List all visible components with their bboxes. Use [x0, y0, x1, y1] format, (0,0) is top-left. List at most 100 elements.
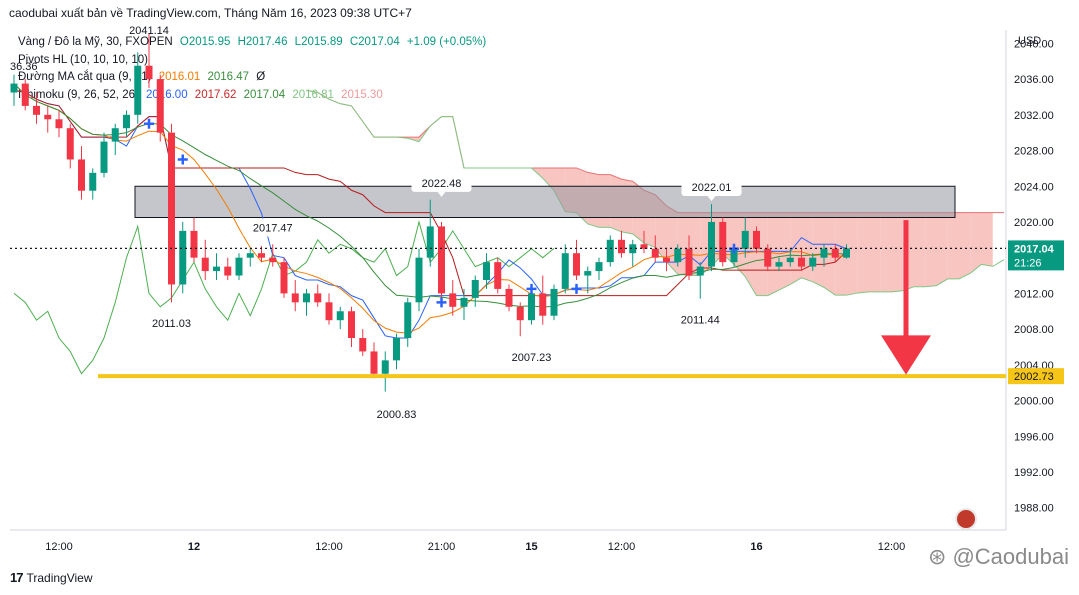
pivot-low-box	[501, 347, 562, 366]
low-value: L2015.89	[294, 36, 343, 48]
us-flag-icon	[955, 508, 977, 530]
candle-body	[573, 253, 580, 276]
ichimoku-cloud-segment	[936, 212, 948, 286]
y-tick-label: 2000.00	[1014, 396, 1054, 408]
candle-body	[325, 302, 333, 321]
currency-label: USD	[1018, 35, 1041, 47]
candle-body	[246, 253, 254, 258]
ma-9-line	[13, 83, 847, 334]
candle-body	[584, 271, 592, 276]
y-tick-label: 2020.00	[1014, 217, 1054, 229]
ichimoku-cloud-segment	[880, 212, 892, 292]
y-tick-label: 2024.00	[1014, 181, 1054, 193]
legend-symbol-row[interactable]: Vàng / Đô la Mỹ, 30, FXOPEN O2015.95 H20…	[18, 34, 486, 52]
countdown-label: 21:26	[1014, 257, 1042, 269]
partial-pivot-label: 36.36	[10, 61, 38, 73]
candle-body	[55, 119, 63, 129]
candle-body	[89, 172, 97, 191]
candle-body	[595, 262, 603, 272]
legend-ichimoku-row[interactable]: Ichimoku (9, 26, 52, 26) 2016.00 2017.62…	[18, 87, 486, 105]
candle-body	[44, 114, 52, 120]
ma-cross-marker	[436, 297, 447, 308]
candle-body	[258, 253, 265, 258]
current-price-label: 2017.04	[1014, 243, 1055, 255]
candle-body	[764, 248, 772, 267]
candle-body	[741, 230, 749, 249]
high-value: H2017.46	[237, 36, 288, 48]
ichimoku-cloud-segment	[981, 212, 993, 267]
ichimoku-cloud-segment	[767, 212, 779, 296]
candle-body	[291, 293, 299, 303]
ichimoku-cloud-segment	[812, 212, 824, 288]
candle-body	[775, 262, 783, 267]
pivot-high-box	[242, 218, 303, 237]
candle-body	[404, 302, 412, 339]
ichimoku-value-3: 2017.04	[243, 88, 286, 101]
candle-body	[145, 65, 153, 80]
pivot-high-label: 2022.01	[692, 182, 732, 194]
symbol-label: Vàng / Đô la Mỹ, 30, FXOPEN	[18, 36, 173, 48]
candle-body	[843, 248, 850, 258]
candle-body	[381, 360, 389, 374]
candle-body	[471, 280, 479, 298]
candle-body	[516, 306, 524, 321]
ma-cross-marker	[571, 283, 582, 294]
tv-logo-icon: 17	[10, 570, 24, 585]
candle-body	[438, 226, 445, 294]
legend-pivots-row[interactable]: Pivots HL (10, 10, 10, 10)	[18, 52, 486, 70]
candle-body	[640, 244, 648, 249]
y-tick-label: 1988.00	[1014, 503, 1054, 515]
weibo-icon: ⊛	[928, 544, 947, 569]
candle-body	[663, 257, 670, 263]
support-price-tag	[1008, 368, 1064, 385]
legend-ma-row[interactable]: Đường MA cắt qua (9, 21) 2016.01 2016.47…	[18, 69, 486, 87]
candle-body	[134, 65, 142, 115]
down-arrow-head	[881, 335, 931, 375]
close-value: C2017.04	[349, 36, 400, 48]
open-value: O2015.95	[179, 36, 231, 48]
candle-body	[460, 297, 468, 307]
ichimoku-cloud-segment	[970, 212, 982, 274]
candle-body	[303, 293, 310, 303]
candle-body	[528, 293, 535, 321]
pivot-high-label: 2017.47	[253, 223, 293, 235]
candle-body	[753, 230, 760, 249]
x-tick-label: 16	[750, 541, 762, 553]
pivot-high-box	[411, 173, 472, 192]
pivot-high-pointer	[268, 236, 277, 242]
candle-body	[21, 83, 29, 106]
tradingview-logo[interactable]: 17 TradingView	[10, 570, 93, 585]
candle-body	[111, 128, 119, 142]
candle-body	[685, 248, 693, 276]
ma-cross-marker	[526, 283, 537, 294]
y-tick-label: 2040.00	[1014, 38, 1054, 50]
ichimoku-value-4: 2016.81	[292, 88, 334, 101]
candle-body	[280, 262, 288, 294]
resistance-zone	[134, 185, 956, 218]
ichimoku-label: Ichimoku (9, 26, 52, 26)	[18, 88, 139, 101]
candle-body	[415, 257, 423, 303]
candle-body	[78, 159, 85, 191]
pivot-high-box	[681, 178, 742, 197]
watermark: ⊛ @Caodubai	[928, 544, 1069, 570]
candle-body	[809, 257, 817, 267]
tradingview-brand: TradingView	[26, 570, 93, 585]
candle-body	[651, 248, 659, 258]
candle-body	[786, 257, 794, 263]
candle-body	[393, 338, 400, 361]
ichimoku-cloud-segment	[914, 212, 926, 287]
pivot-low-box	[670, 310, 731, 329]
ma-value-3: Ø	[256, 71, 266, 83]
y-tick-label: 2032.00	[1014, 110, 1054, 122]
ma-cross-marker	[144, 118, 154, 129]
candle-body	[269, 257, 277, 263]
ichimoku-cloud-segment	[925, 212, 937, 287]
publisher-line: caodubai xuất bản về TradingView.com, Th…	[9, 6, 412, 20]
candle-body	[831, 248, 839, 258]
pivot-low-box	[141, 314, 202, 333]
candle-body	[483, 262, 490, 280]
pivot-low-box	[366, 405, 427, 424]
y-tick-label: 2012.00	[1014, 288, 1054, 300]
candle-body	[190, 230, 198, 258]
